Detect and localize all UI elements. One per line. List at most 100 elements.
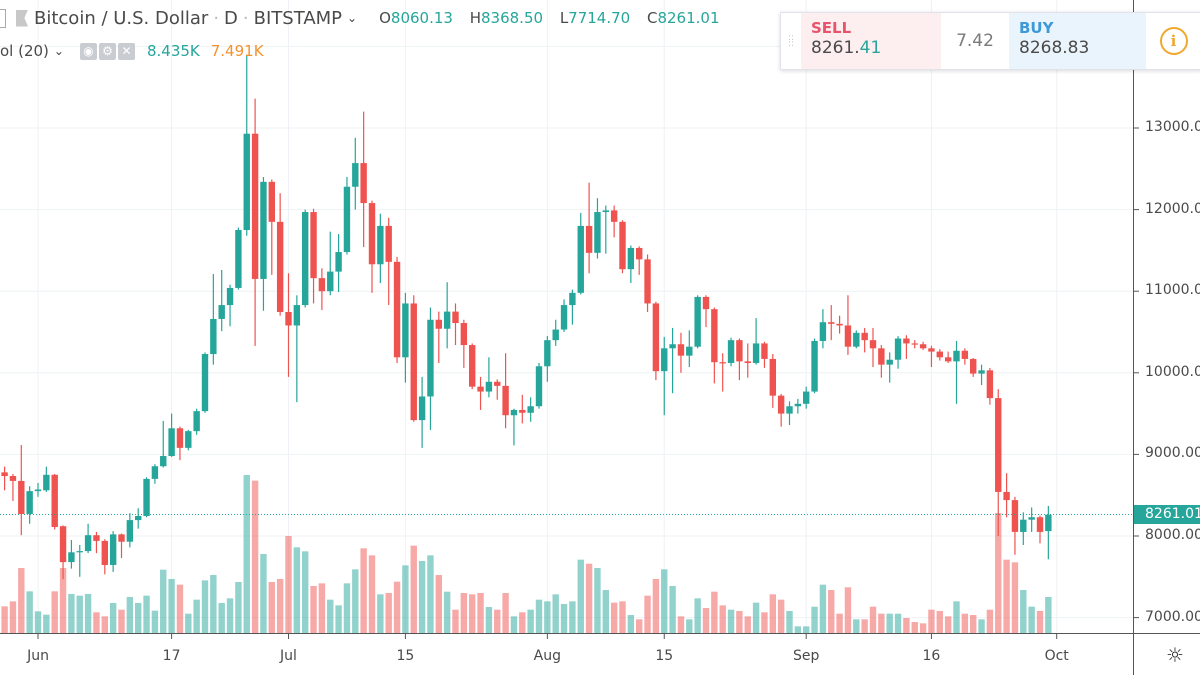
volume-bar bbox=[803, 626, 810, 633]
candle bbox=[34, 482, 42, 497]
candle-body bbox=[928, 348, 935, 352]
symbol-name[interactable]: Bitcoin / U.S. Dollar bbox=[34, 7, 209, 29]
eye-icon[interactable]: ◉ bbox=[79, 42, 97, 60]
candle-body bbox=[51, 474, 58, 528]
close-icon[interactable]: ✕ bbox=[117, 42, 135, 60]
candle bbox=[51, 473, 58, 530]
candle bbox=[185, 429, 192, 451]
flag-icon[interactable] bbox=[16, 9, 28, 27]
drag-handle-icon[interactable]: :::: bbox=[787, 33, 795, 49]
volume-bar bbox=[427, 555, 434, 633]
candle bbox=[93, 531, 100, 554]
candle bbox=[627, 245, 635, 284]
candle bbox=[469, 343, 476, 390]
candle bbox=[1011, 496, 1019, 555]
volume-bar bbox=[93, 612, 100, 633]
candle-body bbox=[485, 381, 493, 392]
volume-bar bbox=[995, 513, 1002, 633]
candle-body bbox=[610, 210, 618, 222]
buy-button[interactable]: BUY 8268.83 bbox=[1009, 13, 1146, 69]
candle-body bbox=[352, 163, 359, 187]
gear-icon[interactable]: ⚙ bbox=[98, 42, 116, 60]
candle-body bbox=[878, 348, 885, 365]
volume-bar bbox=[836, 613, 843, 633]
candle bbox=[160, 420, 167, 468]
volume-bar bbox=[151, 610, 159, 633]
volume-bar bbox=[686, 619, 693, 633]
volume-bar bbox=[9, 601, 17, 633]
candle-body bbox=[201, 354, 209, 412]
candle-body bbox=[109, 534, 117, 565]
candle bbox=[861, 327, 868, 353]
candle-body bbox=[168, 428, 175, 457]
settings-gear-icon[interactable]: ☼ bbox=[1166, 643, 1184, 667]
volume-bar bbox=[285, 535, 292, 633]
volume-bar bbox=[226, 598, 234, 633]
candle-body bbox=[552, 329, 559, 341]
candle-body bbox=[93, 535, 100, 541]
candle bbox=[711, 307, 718, 384]
volume-bar bbox=[552, 594, 559, 633]
candle bbox=[109, 531, 117, 572]
volume-bar bbox=[18, 568, 25, 633]
volume-bar bbox=[185, 613, 192, 633]
candle bbox=[143, 477, 150, 518]
collapse-icon[interactable] bbox=[0, 8, 6, 28]
volume-bar bbox=[961, 613, 969, 633]
candle bbox=[811, 338, 818, 394]
volume-bar bbox=[34, 611, 42, 633]
candle-body bbox=[602, 210, 609, 213]
candle-body bbox=[577, 225, 584, 293]
info-button[interactable]: i bbox=[1146, 13, 1200, 69]
buy-label: BUY bbox=[1019, 19, 1054, 37]
price-tick-label: 9000.00 bbox=[1145, 445, 1200, 462]
volume-bar bbox=[443, 591, 451, 633]
candle bbox=[836, 315, 843, 334]
candle-body bbox=[160, 456, 167, 467]
candle-body bbox=[318, 278, 326, 292]
candle-body bbox=[569, 292, 576, 306]
volume-bar bbox=[352, 569, 359, 633]
volume-bar bbox=[894, 613, 902, 633]
volume-bar bbox=[844, 587, 852, 633]
candle bbox=[477, 376, 484, 410]
chevron-down-icon[interactable]: ⌄ bbox=[347, 11, 358, 25]
volume-indicator-name[interactable]: ol (20) bbox=[0, 42, 49, 60]
candle bbox=[9, 473, 17, 501]
sell-price-decimals: 41 bbox=[859, 38, 882, 58]
volume-bar bbox=[636, 619, 643, 633]
candle-body bbox=[995, 398, 1002, 492]
volume-bar bbox=[1011, 562, 1019, 633]
volume-bar bbox=[469, 594, 476, 633]
volume-bar bbox=[193, 599, 200, 633]
volume-bar bbox=[318, 583, 326, 633]
volume-bar bbox=[1003, 559, 1010, 633]
time-tick-label: Jul bbox=[280, 648, 297, 664]
candle-body bbox=[777, 395, 785, 414]
candle-body bbox=[268, 181, 275, 222]
volume-bar bbox=[911, 622, 918, 633]
exchange[interactable]: BITSTAMP bbox=[253, 7, 343, 29]
candle bbox=[978, 364, 985, 386]
volume-bar bbox=[828, 590, 835, 633]
candle bbox=[335, 234, 342, 293]
volume-bar bbox=[594, 568, 601, 633]
volume-bar bbox=[577, 559, 584, 633]
volume-bar bbox=[276, 578, 284, 633]
candle bbox=[610, 205, 618, 238]
candle bbox=[368, 200, 376, 293]
candle bbox=[1, 466, 8, 491]
candle-body bbox=[1020, 519, 1027, 532]
volume-bar bbox=[109, 603, 117, 633]
volume-bar bbox=[544, 601, 551, 633]
candle-body bbox=[235, 230, 242, 288]
candle-body bbox=[260, 181, 267, 279]
sell-button[interactable]: SELL 8261.41 bbox=[801, 13, 941, 69]
separator: · bbox=[213, 7, 220, 29]
volume-bar bbox=[661, 569, 668, 633]
candle-body bbox=[302, 212, 309, 306]
candle-body bbox=[435, 319, 442, 329]
chevron-down-icon[interactable]: ⌄ bbox=[53, 44, 64, 58]
interval[interactable]: D bbox=[224, 7, 238, 29]
